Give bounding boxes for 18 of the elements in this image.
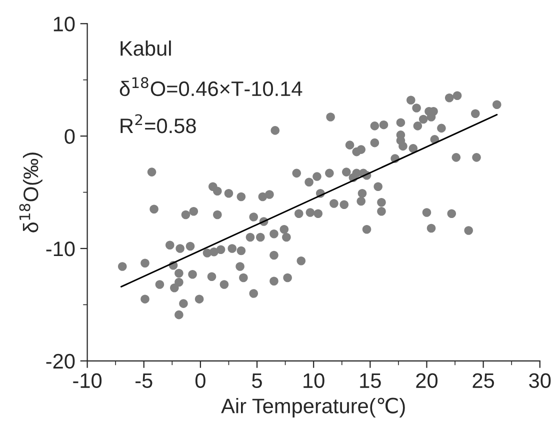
annotation: R$^{2}$=0.58 [120, 114, 196, 134]
y-tick-label: 0 [64, 129, 75, 144]
x-tick-label: 15 [360, 373, 381, 388]
y-tick-label: -10 [46, 241, 75, 256]
x-tick-label: -5 [136, 373, 152, 388]
annotation: Kabul [120, 40, 171, 56]
x-tick-label: 25 [472, 373, 494, 388]
x-tick-label: 5 [252, 373, 262, 388]
x-tick-label: 30 [529, 373, 551, 388]
x-tick-label: 20 [416, 373, 438, 388]
y-tick-label: 10 [54, 16, 75, 32]
x-tick-label: -10 [73, 373, 102, 388]
x-axis-title: Air Temperature(℃) [221, 398, 405, 418]
x-tick-label: 0 [195, 373, 206, 388]
y-tick-label: -20 [46, 354, 75, 369]
y-axis-title: δ$^{18}$O(‰) [19, 152, 42, 232]
annotation: δ$^{18}$O=0.46×T-10.14 [120, 77, 302, 96]
x-tick-label: 10 [304, 373, 324, 388]
